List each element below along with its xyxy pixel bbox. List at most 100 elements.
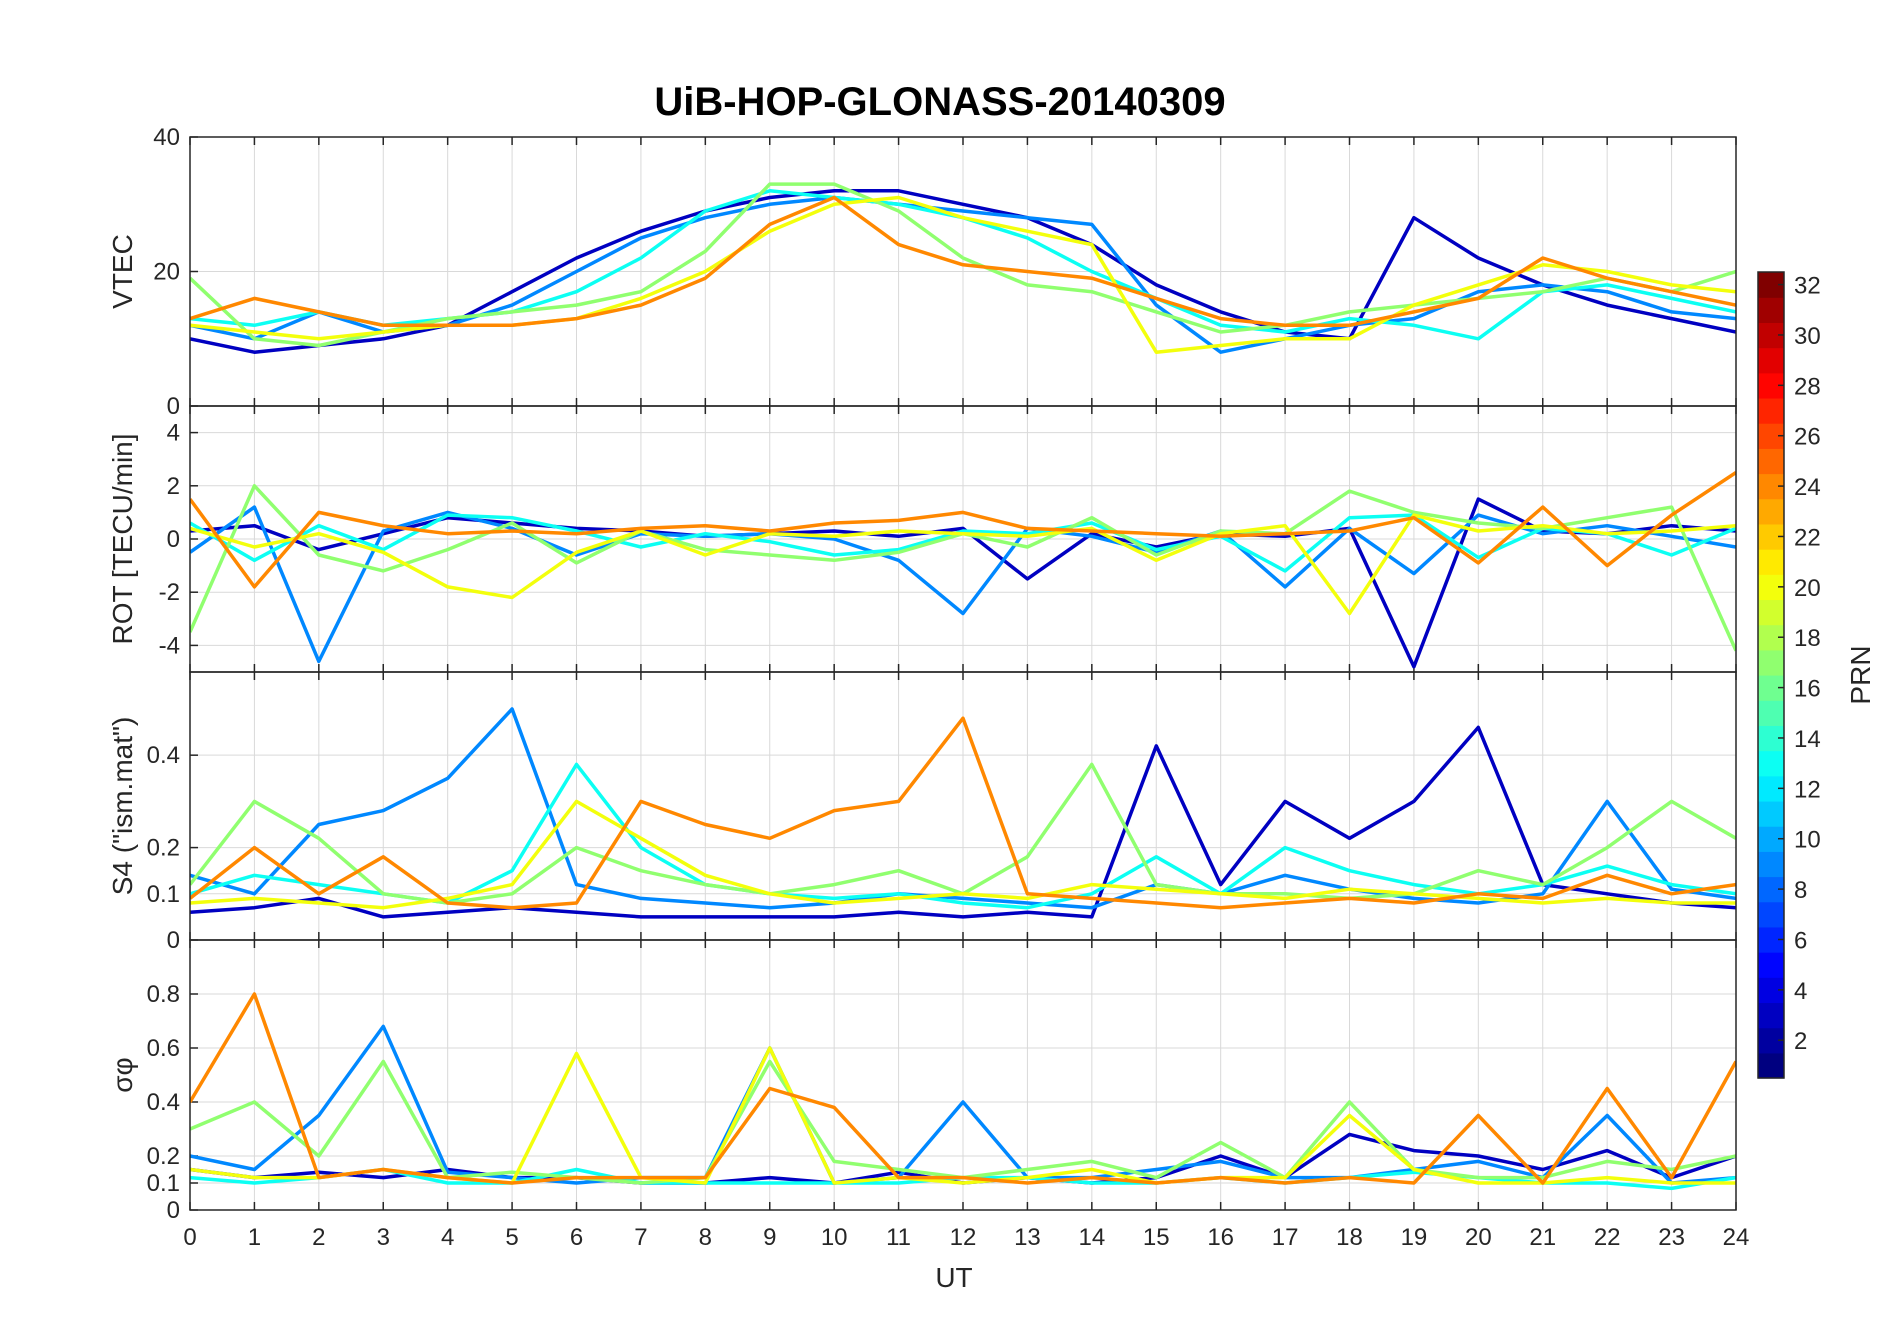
y-tick-label: 2 [167,473,180,500]
y-axis-label: ROT [TECU/min] [107,433,138,644]
series-group [190,182,1736,354]
y-tick-label: 40 [153,124,180,151]
x-tick-label: 18 [1336,1224,1363,1251]
x-tick-label: 1 [248,1224,261,1251]
x-tick-label: 3 [377,1224,390,1251]
x-tick-label: 16 [1207,1224,1234,1251]
x-tick-label: 22 [1594,1224,1621,1251]
x-tick-label: 17 [1272,1224,1299,1251]
series-line-prn-24 [190,716,1736,910]
colorbar-swatch [1758,448,1784,475]
y-axis-label: VTEC [107,234,138,309]
series-line-prn-13 [190,513,1736,573]
series-group [190,707,1736,919]
y-tick-label: 0.2 [147,1143,180,1170]
x-axis: 0 1 2 3 4 5 6 7 8 9 10 11 12 13 14 15 16 17 18 19 20 21 22 23 24 [183,1224,1749,1251]
x-tick-label: 14 [1078,1224,1105,1251]
series-line-prn-9 [190,707,1736,910]
series-line-prn-20 [190,513,1736,616]
colorbar-tick-label: 28 [1794,373,1821,400]
y-tick-label: -2 [159,579,180,606]
x-tick-label: 13 [1014,1224,1041,1251]
series-group [190,471,1736,669]
x-tick-label: 12 [950,1224,977,1251]
y-tick-label: 0.1 [147,881,180,908]
x-tick-label: 24 [1723,1224,1750,1251]
colorbar-swatch [1758,1052,1784,1079]
colorbar-swatch [1758,1002,1784,1029]
colorbar-swatch [1758,901,1784,928]
colorbar-swatch [1758,549,1784,575]
colorbar-tick-label: 12 [1794,776,1821,803]
y-tick-label: 0 [167,393,180,420]
chart-title: UiB-HOP-GLONASS-20140309 [654,80,1225,124]
y-tick-label: 0 [167,526,180,553]
colorbar-swatch [1758,800,1784,827]
x-tick-label: 4 [441,1224,454,1251]
panel-3: 0 0.1 0.2 0.4 S4 ("ism.mat") [107,671,1737,954]
colorbar-tick-label: 16 [1794,676,1821,703]
series-line-prn-9 [190,1024,1736,1185]
y-tick-label: 0 [167,927,180,954]
y-tick-label: 0.1 [147,1170,180,1197]
colorbar-tick-label: 26 [1794,424,1821,451]
colorbar-tick-label: 22 [1794,524,1821,551]
x-tick-label: 23 [1658,1224,1685,1251]
colorbar-swatch [1758,347,1784,374]
x-tick-label: 21 [1529,1224,1556,1251]
colorbar-tick-label: 8 [1794,877,1807,904]
panel-2: -4 -2 0 2 4 ROT [TECU/min] [107,405,1737,673]
y-tick-label: 0 [167,1197,180,1224]
series-line-prn-20 [190,799,1736,910]
x-tick-label: 0 [183,1224,196,1251]
x-tick-label: 9 [763,1224,776,1251]
colorbar-swatch [1758,851,1784,878]
x-axis-label: UT [935,1262,972,1293]
y-tick-label: 0.2 [147,835,180,862]
colorbar-tick-label: 32 [1794,273,1821,300]
colorbar-swatch [1758,649,1784,676]
series-line-prn-24 [190,195,1736,328]
x-tick-label: 10 [821,1224,848,1251]
colorbar-tick-label: 18 [1794,625,1821,652]
x-tick-label: 6 [570,1224,583,1251]
x-tick-label: 19 [1401,1224,1428,1251]
y-tick-label: 0.4 [147,742,180,769]
colorbar-tick-label: 14 [1794,726,1821,753]
x-tick-label: 2 [312,1224,325,1251]
y-axis-label: σφ [107,1057,138,1092]
colorbar-frame [1757,271,1785,1079]
colorbar-label: PRN [1845,645,1876,704]
colorbar-tick-label: 2 [1794,1028,1807,1055]
colorbar-swatch [1758,599,1784,626]
colorbar-swatch [1758,700,1784,726]
colorbar-swatch [1758,952,1784,978]
colorbar-tick-label: 20 [1794,575,1821,602]
x-tick-label: 7 [634,1224,647,1251]
colorbar-tick-label: 30 [1794,323,1821,350]
colorbar-swatch [1758,498,1784,525]
series-line-prn-3 [190,497,1736,669]
y-axis-label: S4 ("ism.mat") [107,717,138,896]
panel-4: 00.10.2 0.4 0.6 0.8 σφ [107,939,1737,1224]
x-tick-label: 15 [1143,1224,1170,1251]
colorbar-tick-label: 6 [1794,927,1807,954]
x-tick-label: 5 [505,1224,518,1251]
y-tick-label: 0.8 [147,981,180,1008]
series-line-prn-9 [190,505,1736,664]
panel-frame [189,939,1737,1211]
colorbar-swatch [1758,397,1784,424]
y-tick-label: 0.4 [147,1089,180,1116]
y-tick-label: -4 [159,632,180,659]
colorbar-tick-label: 10 [1794,827,1821,854]
series-line-prn-24 [190,471,1736,589]
colorbar-tick-label: 24 [1794,474,1821,501]
colorbar-swatch [1758,750,1784,777]
x-tick-label: 11 [886,1224,911,1251]
x-tick-label: 20 [1465,1224,1492,1251]
y-tick-label: 4 [167,420,180,447]
y-tick-label: 0.6 [147,1035,180,1062]
